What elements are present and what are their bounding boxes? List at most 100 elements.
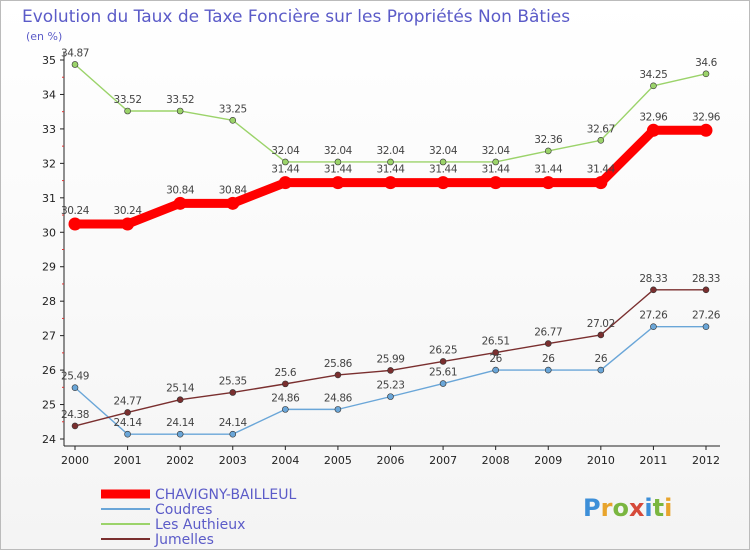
data-label: 26.25 bbox=[429, 344, 457, 356]
data-point bbox=[124, 107, 131, 115]
data-point bbox=[229, 389, 237, 396]
data-point bbox=[334, 158, 342, 166]
data-label: 33.25 bbox=[219, 103, 247, 115]
data-point bbox=[331, 176, 345, 190]
data-point bbox=[489, 176, 503, 190]
data-label: 31.44 bbox=[376, 164, 405, 176]
data-label: 32.67 bbox=[587, 123, 615, 135]
legend-label: Coudres bbox=[155, 502, 212, 518]
legend-label: CHAVIGNY-BAILLEUL bbox=[155, 487, 296, 503]
legend-item: Coudres bbox=[101, 502, 212, 518]
y-tick-label: 32 bbox=[42, 157, 56, 170]
data-point bbox=[121, 217, 135, 231]
y-tick-label: 34 bbox=[42, 88, 56, 101]
x-tick-label: 2004 bbox=[271, 454, 299, 467]
data-point bbox=[124, 430, 131, 438]
data-label: 25.49 bbox=[61, 371, 89, 383]
data-label: 32.04 bbox=[482, 145, 511, 157]
data-label: 26 bbox=[489, 353, 502, 365]
data-label: 33.52 bbox=[166, 94, 194, 106]
data-label: 31.44 bbox=[429, 164, 458, 176]
data-label: 32.04 bbox=[271, 145, 300, 157]
data-point bbox=[544, 366, 552, 374]
data-point bbox=[492, 366, 499, 374]
data-point bbox=[702, 323, 710, 330]
data-point bbox=[176, 396, 184, 404]
x-tick-label: 2007 bbox=[429, 454, 457, 467]
data-point bbox=[282, 380, 289, 388]
data-point bbox=[334, 371, 342, 379]
data-label: 32.04 bbox=[429, 145, 458, 157]
data-label: 24.14 bbox=[219, 417, 248, 429]
data-label: 24.38 bbox=[61, 409, 89, 421]
data-point bbox=[544, 340, 552, 347]
data-point bbox=[439, 158, 447, 166]
data-label: 32.96 bbox=[639, 111, 668, 123]
data-point bbox=[646, 123, 660, 137]
y-tick-label: 24 bbox=[42, 433, 56, 446]
x-tick-label: 2003 bbox=[219, 454, 247, 467]
legend-item: Les Authieux bbox=[101, 517, 245, 533]
chart-title: Evolution du Taux de Taxe Foncière sur l… bbox=[22, 7, 570, 27]
data-label: 34.6 bbox=[695, 57, 717, 69]
data-label: 28.33 bbox=[639, 273, 667, 285]
data-label: 32.96 bbox=[692, 111, 721, 123]
data-label: 26.77 bbox=[534, 327, 562, 339]
y-tick-label: 31 bbox=[42, 192, 56, 205]
data-label: 31.44 bbox=[324, 164, 353, 176]
data-label: 24.14 bbox=[166, 417, 195, 429]
series-jumelles bbox=[71, 286, 710, 430]
chart-subtitle: (en %) bbox=[26, 30, 62, 43]
data-label: 32.36 bbox=[534, 134, 563, 146]
data-label: 25.6 bbox=[274, 367, 296, 379]
data-label: 27.26 bbox=[692, 310, 721, 322]
data-point bbox=[124, 409, 131, 416]
data-point bbox=[436, 176, 450, 190]
x-tick-label: 2005 bbox=[324, 454, 352, 467]
data-point bbox=[702, 70, 710, 78]
x-tick-label: 2011 bbox=[639, 454, 667, 467]
y-tick-label: 27 bbox=[42, 330, 56, 343]
series-layer bbox=[68, 61, 713, 438]
data-label: 24.86 bbox=[324, 392, 353, 404]
y-tick-label: 26 bbox=[42, 364, 56, 377]
data-label: 25.99 bbox=[376, 353, 404, 365]
data-point bbox=[71, 61, 79, 68]
data-point bbox=[282, 406, 289, 413]
legend-item: Jumelles bbox=[101, 532, 214, 548]
data-point bbox=[226, 196, 240, 210]
data-label: 27.26 bbox=[639, 310, 668, 322]
data-label: 32.04 bbox=[324, 145, 353, 157]
data-label: 24.14 bbox=[114, 417, 143, 429]
x-tick-label: 2006 bbox=[377, 454, 405, 467]
y-tick-label: 30 bbox=[42, 226, 56, 239]
data-point bbox=[384, 176, 397, 190]
x-tick-label: 2002 bbox=[166, 454, 194, 467]
data-point bbox=[176, 107, 184, 115]
data-label: 30.84 bbox=[166, 184, 195, 196]
data-point bbox=[597, 331, 605, 339]
data-point bbox=[282, 158, 289, 166]
series-coudres bbox=[71, 323, 710, 438]
x-tick-label: 2009 bbox=[534, 454, 562, 467]
data-point bbox=[597, 136, 605, 144]
data-label: 28.33 bbox=[692, 273, 720, 285]
data-point bbox=[71, 422, 79, 430]
data-label: 31.44 bbox=[534, 164, 563, 176]
data-point bbox=[650, 323, 657, 330]
data-label: 25.61 bbox=[429, 367, 457, 379]
data-point bbox=[492, 158, 499, 166]
data-label: 26 bbox=[542, 353, 555, 365]
data-label: 30.24 bbox=[61, 205, 90, 217]
x-tick-label: 2012 bbox=[692, 454, 720, 467]
data-point bbox=[387, 393, 394, 400]
data-label: 34.87 bbox=[61, 47, 89, 59]
x-tick-label: 2000 bbox=[61, 454, 89, 467]
data-label: 25.14 bbox=[166, 383, 195, 395]
y-tick-label: 33 bbox=[42, 123, 56, 136]
